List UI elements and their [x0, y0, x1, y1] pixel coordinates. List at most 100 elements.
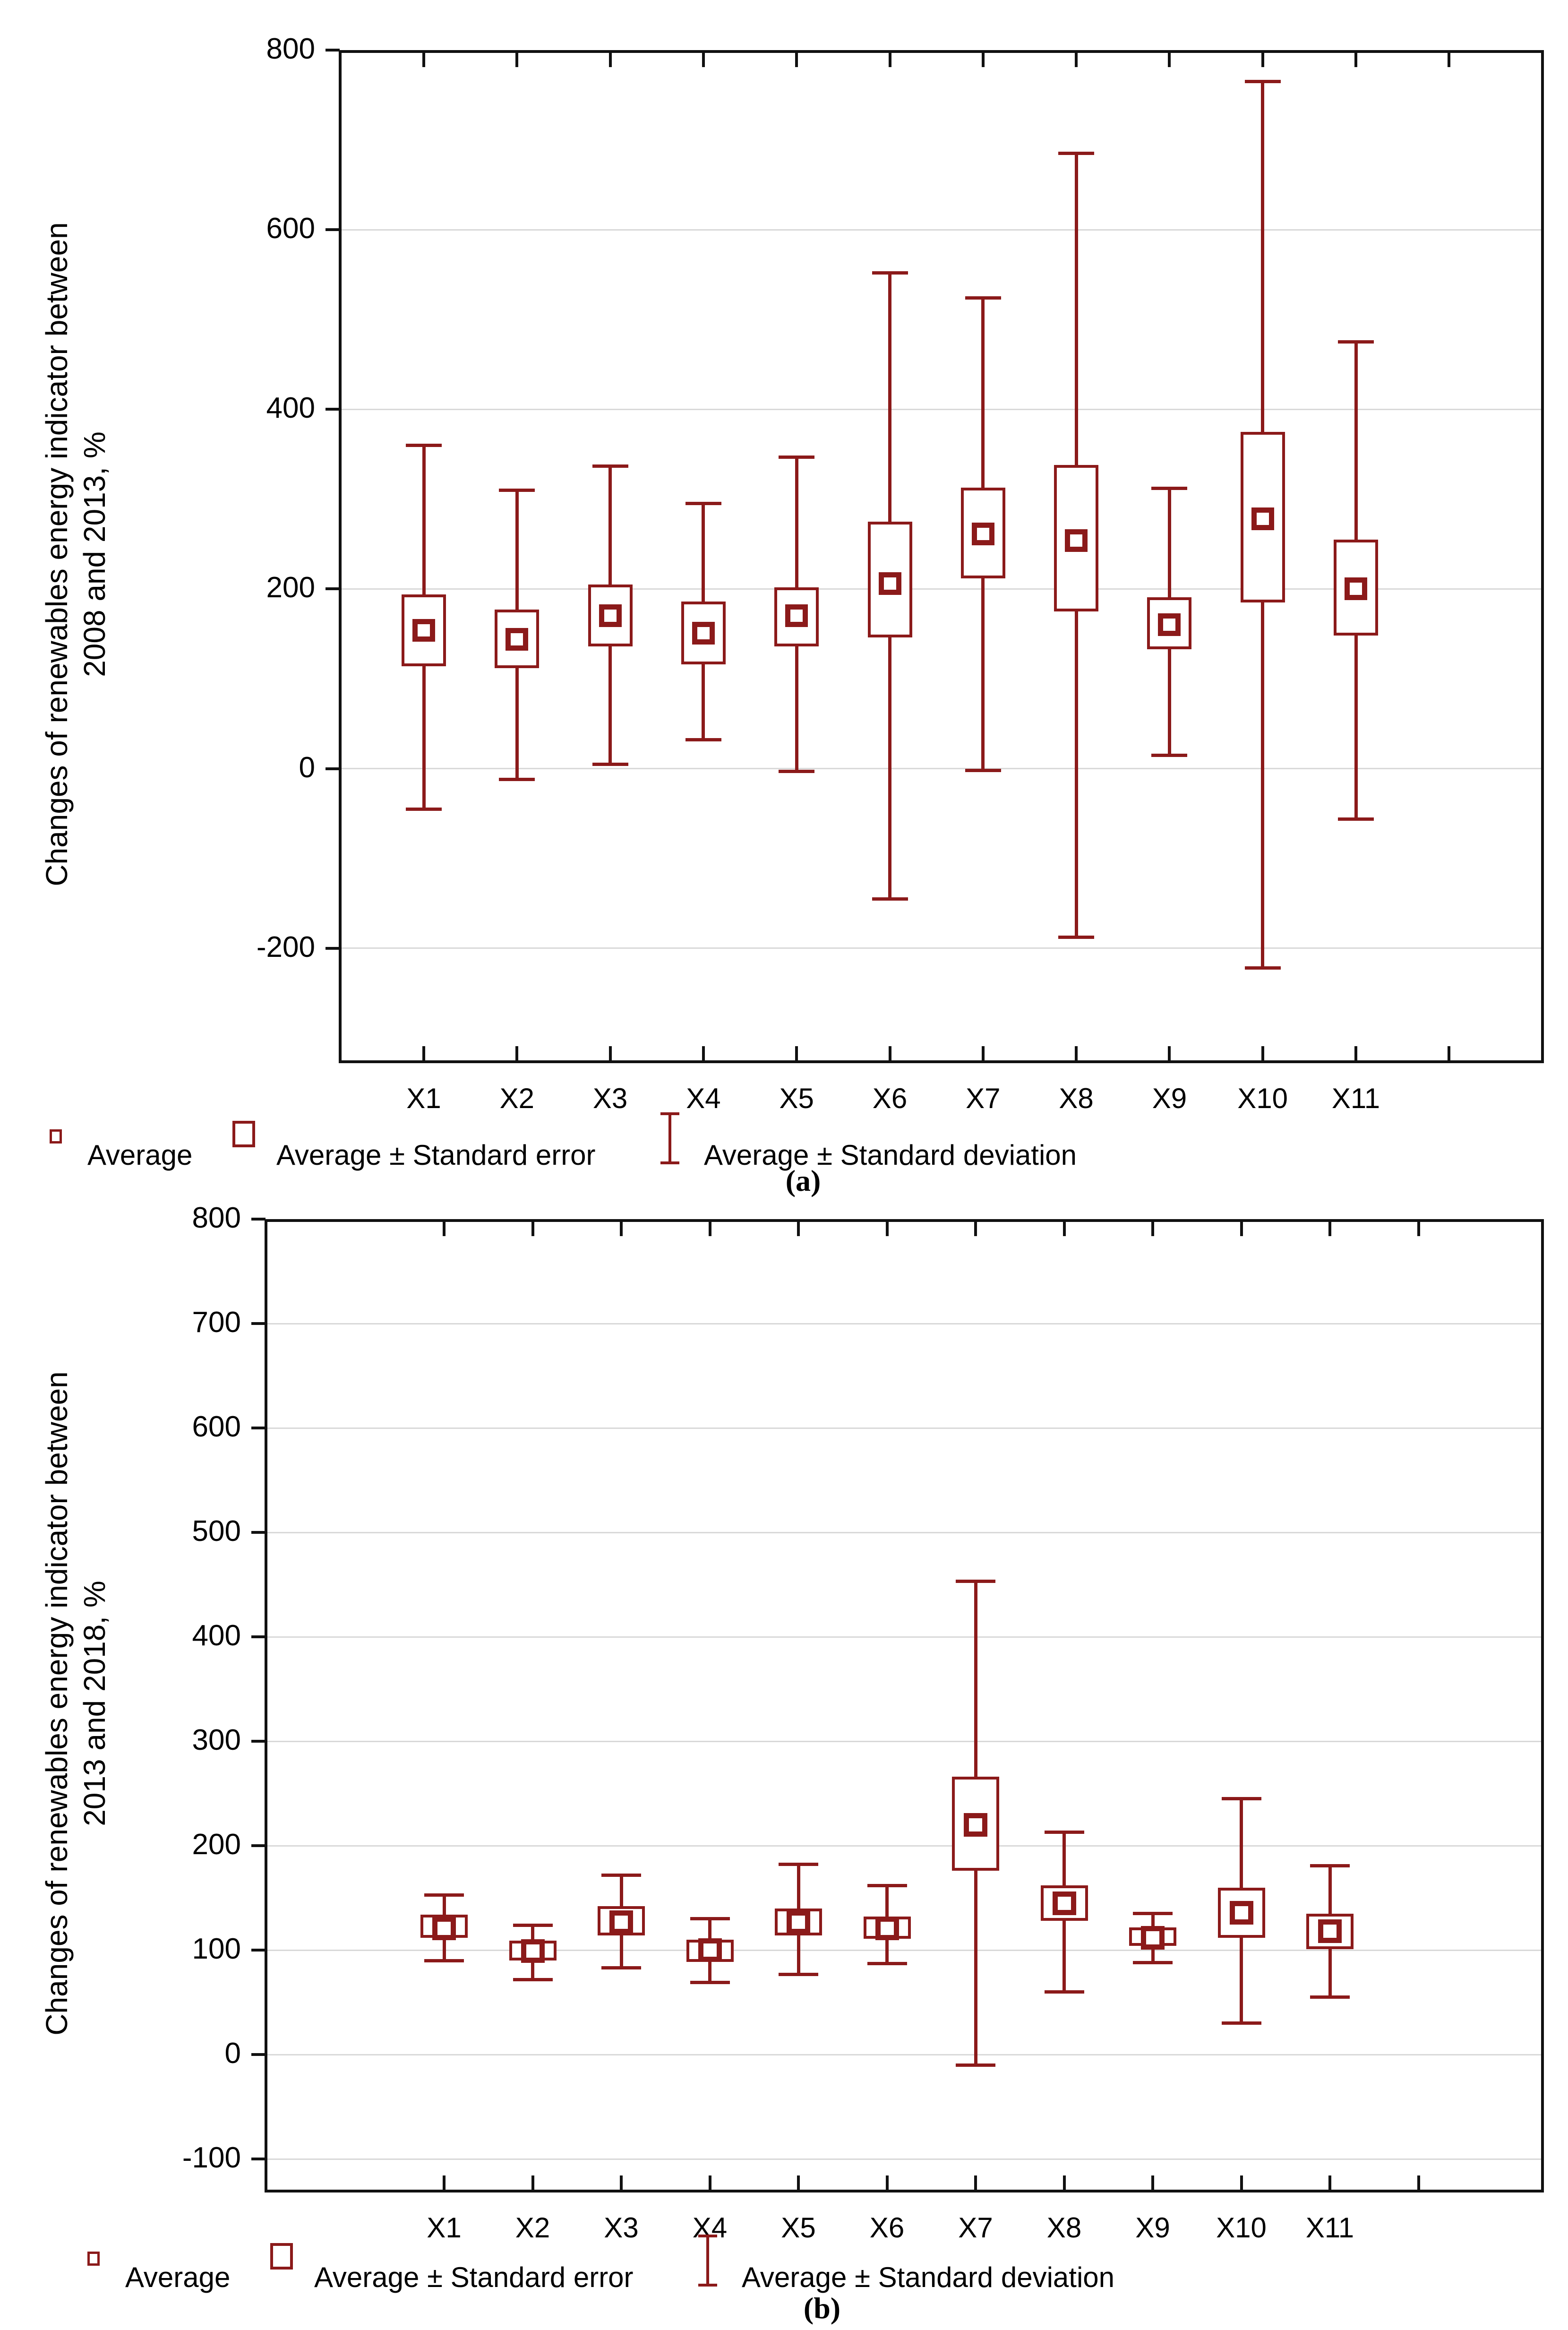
x-tick-bottom-7: [1062, 2175, 1066, 2190]
x-tick-bottom-11: [1448, 1046, 1451, 1060]
gridline-300: [265, 1740, 1544, 1742]
gridline-200: [339, 588, 1544, 590]
x-category-label-X3: X3: [604, 2212, 639, 2244]
x-category-label-X4: X4: [686, 1083, 721, 1114]
mean-marker-X11: [1318, 1919, 1342, 1943]
x-tick-top-6: [974, 1222, 977, 1236]
x-tick-top-8: [1168, 53, 1171, 67]
gridline-500: [265, 1531, 1544, 1533]
x-tick-top-2: [620, 1222, 623, 1236]
sd-cap-bottom-X5: [779, 1972, 818, 1976]
sd-cap-bottom-X7: [965, 768, 1001, 772]
y-tick-label-400: 400: [266, 392, 315, 425]
x-tick-top-10: [1328, 1222, 1331, 1236]
x-tick-bottom-10: [1354, 1046, 1357, 1060]
y-tick-label--100: -100: [182, 2141, 241, 2175]
sd-cap-top-X8: [1044, 1830, 1084, 1834]
axis-frame-a: [339, 50, 1544, 1063]
sd-cap-top-X11: [1310, 1864, 1350, 1867]
y-tick-label-100: 100: [192, 1933, 241, 1966]
sd-cap-bottom-X7: [956, 2063, 995, 2067]
x-tick-top-9: [1261, 53, 1264, 67]
gridline-0: [339, 768, 1544, 770]
sd-cap-bottom-X10: [1244, 966, 1281, 970]
y-tick-label-500: 500: [192, 1515, 241, 1548]
x-tick-bottom-4: [797, 2175, 800, 2190]
average-se-marker-icon: [270, 2243, 293, 2270]
y-tick-label-0: 0: [299, 751, 315, 784]
x-category-label-X5: X5: [779, 1083, 814, 1114]
y-tick-800: [326, 49, 340, 52]
y-axis-title-b-line2: 2013 and 2018, %: [77, 1581, 111, 1826]
mean-marker-X2: [521, 1939, 545, 1963]
mean-marker-X5: [785, 604, 808, 628]
y-axis-title-a: Changes of renewables energy indicator b…: [38, 48, 113, 1061]
x-tick-top-4: [795, 53, 798, 67]
mean-marker-X3: [599, 604, 622, 628]
y-tick-label-800: 800: [192, 1202, 241, 1234]
x-tick-top-1: [531, 1222, 534, 1236]
sd-cap-top-X3: [601, 1873, 641, 1877]
x-tick-bottom-8: [1151, 2175, 1154, 2190]
mean-marker-X11: [1345, 577, 1367, 601]
mean-marker-X8: [1052, 1891, 1076, 1915]
sd-cap-top-X3: [592, 464, 628, 468]
gridline-700: [265, 1323, 1544, 1324]
sd-cap-top-X1: [406, 443, 442, 447]
sd-cap-bottom-X11: [1338, 817, 1374, 821]
x-tick-top-7: [1062, 1222, 1066, 1236]
sd-cap-top-X10: [1244, 80, 1281, 84]
axis-frame-b: [265, 1219, 1544, 2192]
x-category-label-X7: X7: [966, 1083, 1001, 1114]
sd-cap-bottom-X4: [685, 738, 721, 742]
gridline-0: [265, 2054, 1544, 2055]
gridline-400: [265, 1636, 1544, 1638]
x-tick-bottom-0: [422, 1046, 425, 1060]
x-tick-top-3: [702, 53, 705, 67]
sd-cap-bottom-X1: [424, 1959, 464, 1962]
sd-cap-top-X2: [499, 488, 535, 492]
sd-cap-bottom-X10: [1221, 2021, 1261, 2025]
x-tick-top-6: [981, 53, 985, 67]
x-category-label-X10: X10: [1237, 1083, 1288, 1114]
y-tick-600: [251, 1427, 266, 1430]
sd-cap-top-X4: [690, 1917, 730, 1921]
y-axis-title-a-line1: Changes of renewables energy indicator b…: [40, 222, 74, 886]
mean-marker-X9: [1158, 613, 1181, 636]
average-sd-marker-icon: [657, 1112, 683, 1164]
sd-cap-bottom-X8: [1044, 1990, 1084, 1994]
y-tick-400: [326, 408, 340, 411]
mean-marker-X8: [1065, 529, 1088, 552]
sd-cap-top-X9: [1133, 1912, 1173, 1916]
y-tick-100: [251, 1949, 266, 1952]
legend-label-average-sd: Average ± Standard deviation: [704, 1139, 1077, 1171]
legend-label-average-sd: Average ± Standard deviation: [742, 2261, 1115, 2293]
mean-marker-X2: [506, 628, 529, 651]
gridline--200: [339, 947, 1544, 949]
y-tick-label-0: 0: [224, 2037, 241, 2070]
x-category-label-X9: X9: [1135, 2212, 1170, 2244]
y-tick-500: [251, 1531, 266, 1534]
se-box-X9: [1147, 597, 1192, 649]
x-tick-bottom-0: [443, 2175, 446, 2190]
x-tick-bottom-5: [888, 1046, 891, 1060]
legend-label-average: Average: [87, 1139, 193, 1171]
y-tick-label--200: -200: [256, 930, 315, 963]
y-tick-800: [251, 1218, 266, 1221]
legend-label-average-se: Average ± Standard error: [314, 2261, 634, 2293]
x-category-label-X8: X8: [1046, 2212, 1082, 2244]
sd-cap-bottom-X11: [1310, 1995, 1350, 1999]
x-tick-bottom-11: [1417, 2175, 1420, 2190]
x-tick-bottom-7: [1075, 1046, 1078, 1060]
mean-marker-X1: [412, 619, 435, 642]
legend-b: Average Average ± Standard error Average…: [0, 2235, 1568, 2299]
y-tick-300: [251, 1740, 266, 1743]
x-tick-bottom-3: [702, 1046, 705, 1060]
x-tick-top-1: [515, 53, 519, 67]
mean-marker-X10: [1229, 1900, 1253, 1925]
y-tick-label-200: 200: [266, 571, 315, 604]
y-tick-label-200: 200: [192, 1828, 241, 1861]
gridline-200: [265, 1845, 1544, 1847]
x-tick-bottom-2: [620, 2175, 623, 2190]
